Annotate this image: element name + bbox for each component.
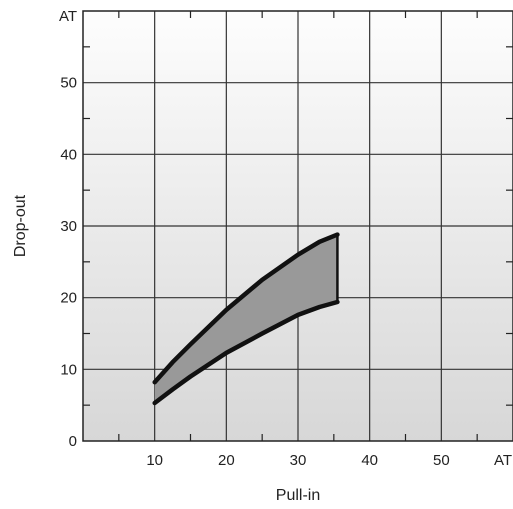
plot-frame bbox=[82, 10, 513, 442]
x-tick-label: 20 bbox=[218, 452, 235, 469]
x-tick-label: 30 bbox=[290, 452, 307, 469]
x-tick-label: 40 bbox=[361, 452, 378, 469]
operating-band bbox=[154, 234, 338, 403]
grid-lines bbox=[83, 11, 513, 441]
minor-ticks bbox=[83, 11, 513, 441]
lower-curve bbox=[152, 299, 340, 406]
x-tick-label: 10 bbox=[146, 452, 163, 469]
curves bbox=[152, 232, 340, 406]
upper-curve bbox=[152, 232, 340, 385]
y-tick-label: 20 bbox=[60, 290, 77, 307]
y-tick-label: 50 bbox=[60, 75, 77, 92]
x-axis-unit-label: AT bbox=[494, 452, 512, 469]
x-tick-label: 50 bbox=[433, 452, 450, 469]
x-axis-title: Pull-in bbox=[276, 487, 320, 504]
tick-labels: 10 20 30 40 50 0 10 20 30 40 50 bbox=[60, 75, 449, 469]
y-tick-label: 10 bbox=[60, 361, 77, 378]
y-axis-title: Drop-out bbox=[12, 194, 29, 257]
band-fill bbox=[154, 234, 338, 403]
y-tick-label: 0 bbox=[69, 433, 77, 450]
y-axis-unit-label: AT bbox=[59, 8, 77, 25]
y-tick-label: 30 bbox=[60, 218, 77, 235]
y-tick-label: 40 bbox=[60, 146, 77, 163]
